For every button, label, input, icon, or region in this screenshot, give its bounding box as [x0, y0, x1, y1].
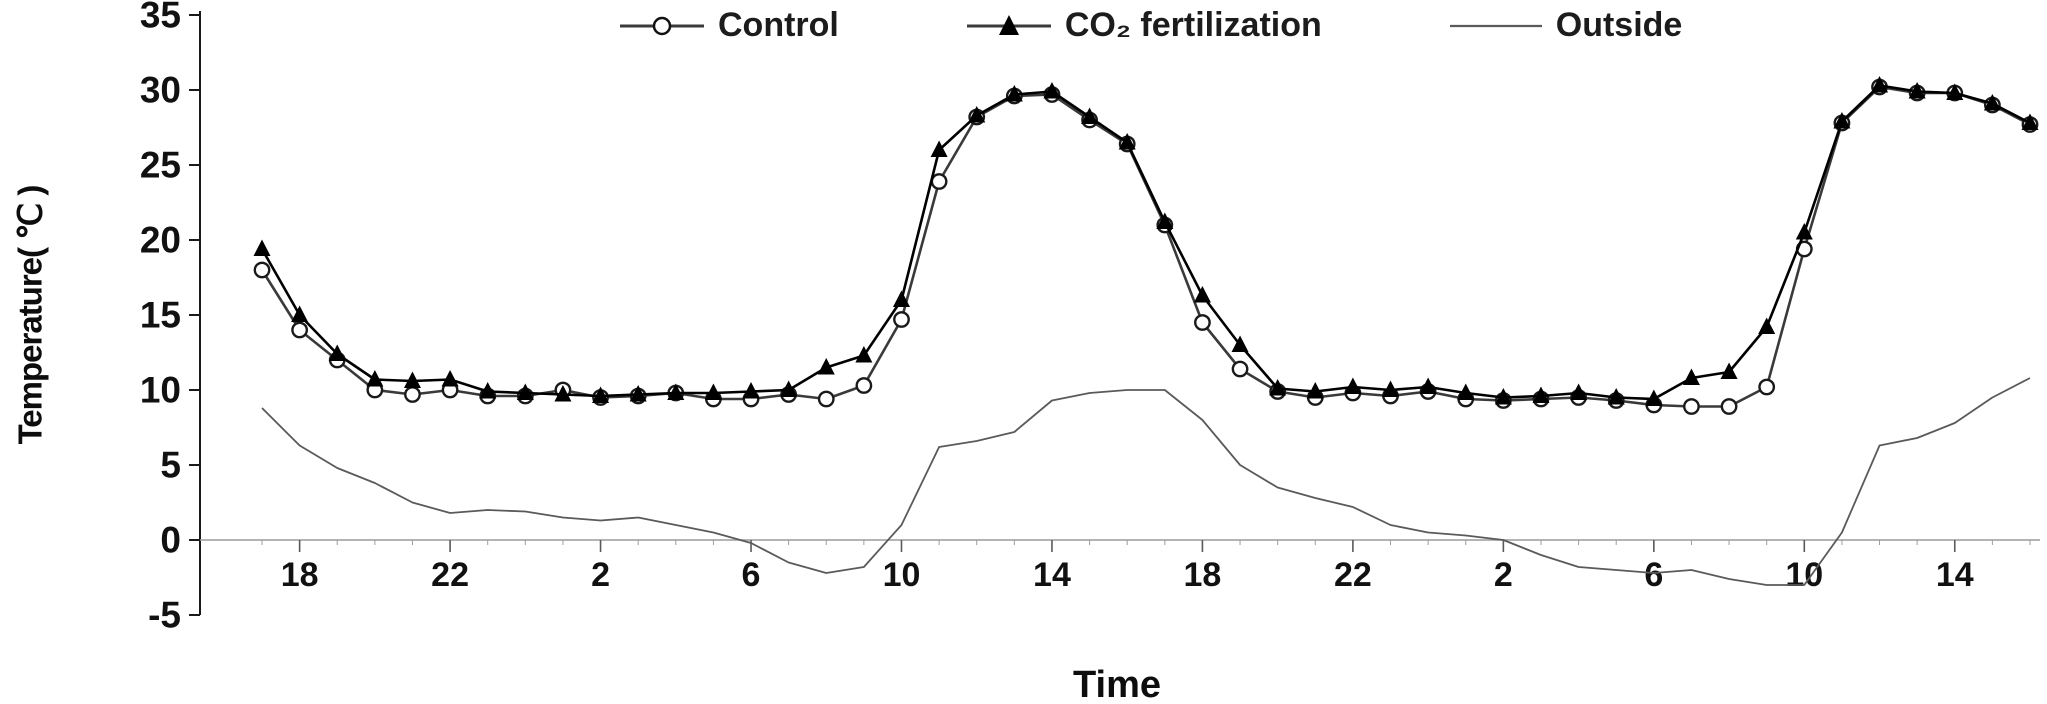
y-axis-tick-label: 5 — [160, 445, 181, 486]
chart-legend: Control CO₂ fertilization Outside — [618, 6, 1682, 45]
series-co2-fertilization — [253, 76, 2039, 406]
filled-triangle-marker — [1758, 317, 1776, 334]
plain-line-marker-icon — [1449, 24, 1542, 27]
open-circle-marker — [291, 321, 309, 339]
filled-triangle-marker — [1494, 388, 1512, 405]
x-axis-tick-label: 10 — [883, 556, 921, 594]
legend-item-control: Control — [618, 6, 839, 45]
filled-triangle-marker — [1382, 380, 1400, 397]
filled-triangle-marker — [1118, 133, 1136, 150]
open-circle-marker-icon — [620, 16, 704, 35]
filled-triangle-marker — [1457, 383, 1475, 400]
y-axis-tick-label: 35 — [140, 0, 181, 36]
filled-triangle-marker — [1607, 388, 1625, 405]
filled-triangle-marker — [1795, 223, 1813, 240]
open-circle-marker — [253, 261, 271, 279]
filled-triangle-marker — [930, 140, 948, 157]
filled-triangle-marker — [817, 358, 835, 375]
legend-item-outside: Outside — [1448, 6, 1683, 45]
filled-triangle-marker — [1946, 83, 1964, 100]
open-circle-marker — [1194, 314, 1211, 331]
filled-triangle-marker — [1269, 379, 1287, 396]
filled-triangle-marker-icon — [966, 14, 1051, 35]
x-axis-tick-label: 2 — [591, 556, 610, 594]
filled-triangle-marker — [516, 383, 534, 400]
y-axis-tick-label: 30 — [140, 70, 181, 111]
filled-triangle-marker — [1193, 286, 1211, 303]
filled-triangle-marker — [1081, 107, 1099, 124]
open-circle-marker — [893, 311, 910, 328]
filled-triangle-marker — [1833, 112, 1851, 129]
legend-item-co2-fertilization: CO₂ fertilization — [965, 6, 1322, 45]
legend-label-co2-fertilization: CO₂ fertilization — [1064, 6, 1322, 44]
x-axis-tick-label: 22 — [1334, 556, 1372, 594]
open-circle-marker — [855, 377, 873, 394]
open-circle-marker — [404, 386, 421, 403]
filled-triangle-marker — [1645, 389, 1663, 406]
filled-triangle-marker — [704, 383, 722, 400]
filled-triangle-marker — [1570, 383, 1588, 400]
filled-triangle-marker — [855, 346, 873, 363]
filled-triangle-marker — [1344, 377, 1362, 394]
filled-triangle-marker — [1908, 82, 1926, 99]
filled-triangle-marker — [291, 305, 309, 322]
y-axis-tick-label: 20 — [140, 220, 181, 261]
y-axis-tick-label: 0 — [160, 520, 181, 561]
y-axis-tick-label: 25 — [140, 145, 181, 186]
filled-triangle-marker — [1005, 85, 1023, 102]
x-axis-tick-label: 22 — [431, 556, 469, 594]
legend-label-outside: Outside — [1555, 6, 1683, 44]
filled-triangle-marker — [1156, 212, 1174, 229]
open-circle-marker — [930, 173, 948, 190]
filled-triangle-marker — [441, 370, 459, 387]
filled-triangle-marker — [328, 344, 346, 361]
filled-triangle-marker — [1043, 82, 1061, 99]
x-axis-tick-label: 6 — [1644, 556, 1663, 594]
open-circle-marker — [1758, 378, 1776, 396]
open-circle-marker — [1720, 398, 1738, 415]
filled-triangle-marker — [1682, 368, 1700, 385]
series-outside — [261, 377, 2031, 586]
x-axis-tick-label: 18 — [281, 556, 319, 594]
x-axis-tick-label: 6 — [742, 556, 761, 594]
filled-triangle-marker — [1419, 377, 1437, 394]
filled-triangle-marker — [742, 382, 760, 399]
x-axis-tick-label: 18 — [1184, 556, 1222, 594]
filled-triangle-marker — [1532, 386, 1550, 403]
filled-triangle-marker — [1983, 94, 2001, 111]
filled-triangle-marker — [592, 386, 610, 403]
filled-triangle-marker — [2021, 113, 2039, 130]
y-axis-tick-label: -5 — [148, 595, 181, 636]
filled-triangle-marker — [629, 385, 647, 402]
x-axis-tick-label: 14 — [1936, 556, 1974, 594]
open-circle-marker — [1683, 398, 1700, 415]
filled-triangle-marker — [554, 385, 572, 402]
filled-triangle-marker — [1871, 76, 1889, 93]
filled-triangle-marker — [667, 383, 685, 400]
filled-triangle-marker — [1231, 335, 1249, 352]
filled-triangle-marker — [892, 290, 910, 307]
y-axis-tick-label: 15 — [140, 295, 181, 336]
filled-triangle-marker — [253, 239, 271, 256]
filled-triangle-marker — [403, 371, 421, 388]
filled-triangle-marker — [366, 370, 384, 387]
x-axis-title: Time — [1072, 664, 1162, 704]
open-circle-marker — [1231, 360, 1249, 378]
series-control — [253, 78, 2039, 415]
legend-label-control: Control — [718, 6, 839, 44]
x-axis-tick-label: 14 — [1033, 556, 1071, 594]
x-axis-tick-label: 2 — [1494, 556, 1513, 594]
filled-triangle-marker — [1306, 382, 1324, 399]
open-circle-marker — [817, 390, 835, 408]
filled-triangle-marker — [780, 380, 798, 397]
x-axis-tick-label: 10 — [1785, 556, 1823, 594]
filled-triangle-marker — [1720, 362, 1738, 379]
y-axis-tick-label: 10 — [140, 370, 181, 411]
filled-triangle-marker — [479, 382, 497, 399]
filled-triangle-marker — [968, 106, 986, 123]
